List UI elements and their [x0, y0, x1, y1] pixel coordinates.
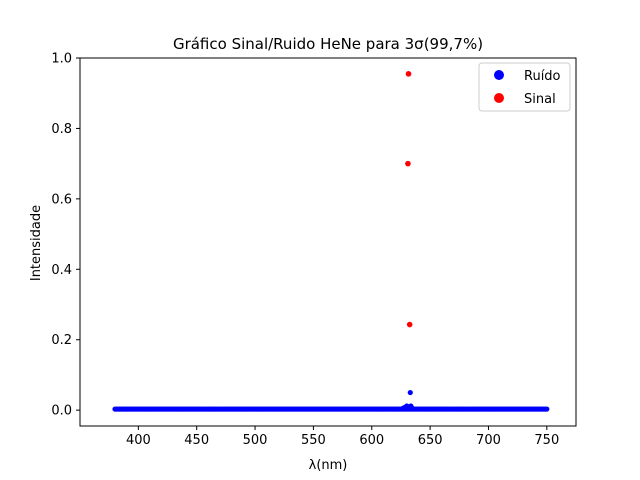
x-axis-title: λ(nm): [309, 458, 348, 473]
x-tick-label: 450: [184, 433, 209, 448]
y-axis-title: Intensidade: [29, 205, 44, 281]
legend-label-ruido: Ruído: [524, 69, 561, 84]
signal-point: [405, 71, 412, 77]
x-tick-label: 400: [126, 433, 151, 448]
legend-marker-ruido: [494, 70, 504, 80]
x-tick-label: 600: [359, 433, 384, 448]
plot-area-frame: [79, 57, 577, 427]
x-tick-label: 500: [243, 433, 268, 448]
noise-point: [407, 389, 413, 396]
x-tick-label: 750: [534, 433, 559, 448]
noise-point: [409, 405, 415, 411]
legend: Ruído Sinal: [478, 62, 571, 112]
x-tick-label: 550: [301, 433, 326, 448]
y-tick-label: 0.8: [51, 122, 72, 137]
chart-title: Gráfico Sinal/Ruido HeNe para 3σ(99,7%): [173, 35, 483, 53]
data-points: [112, 71, 550, 412]
legend-label-sinal: Sinal: [524, 92, 556, 107]
y-tick-label: 0.6: [51, 192, 72, 207]
y-tick-label: 0.2: [51, 333, 72, 348]
x-axis-ticks: 400 450 500 550 600 650 700 750: [126, 426, 559, 448]
legend-marker-sinal: [494, 93, 504, 103]
y-tick-label: 0.0: [51, 404, 72, 419]
x-tick-label: 650: [418, 433, 443, 448]
y-tick-label: 1.0: [51, 52, 72, 67]
signal-point: [405, 160, 411, 167]
y-tick-label: 0.4: [51, 263, 72, 278]
y-axis-ticks: 0.0 0.2 0.4 0.6 0.8 1.0: [51, 52, 80, 419]
signal-point: [406, 321, 413, 328]
noise-point: [544, 406, 550, 412]
x-tick-label: 700: [476, 433, 501, 448]
